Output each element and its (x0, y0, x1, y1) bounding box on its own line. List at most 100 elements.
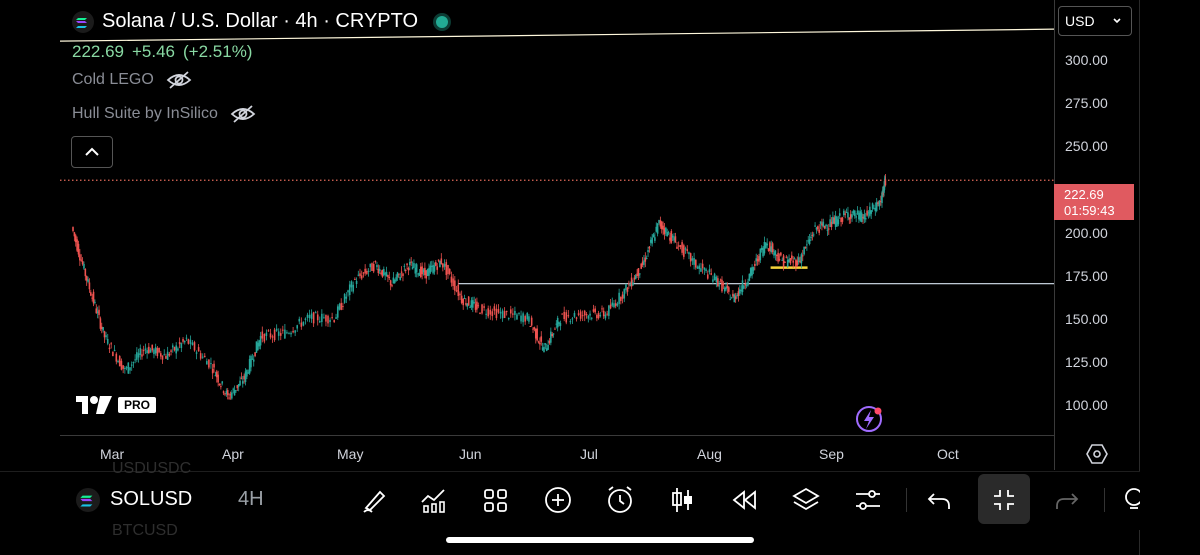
exit-fullscreen-icon[interactable] (988, 484, 1020, 516)
candle-body (873, 208, 875, 210)
eye-off-icon[interactable] (230, 104, 256, 124)
settings-sliders-icon[interactable] (852, 484, 884, 516)
candle-body (554, 328, 556, 330)
candle-body (149, 349, 152, 353)
candle-body (251, 358, 254, 360)
candle-body (436, 266, 438, 270)
horizontal-line[interactable] (60, 28, 1054, 42)
candle-body (710, 273, 713, 275)
candle-body (849, 214, 852, 219)
candlestick-icon[interactable] (666, 484, 698, 516)
candle-body (384, 273, 386, 275)
candle-body (719, 279, 722, 281)
candle-body (312, 312, 315, 324)
candle-body (841, 217, 844, 222)
candle-body (259, 335, 262, 346)
home-indicator (446, 537, 754, 543)
candle-body (858, 213, 860, 220)
candle-body (689, 253, 692, 262)
candle-body (541, 347, 544, 350)
candle-body (419, 266, 422, 278)
candle-body (277, 331, 280, 336)
candle-body (791, 255, 793, 259)
candle-body (563, 311, 565, 320)
candle-body (814, 225, 816, 227)
candle-body (792, 260, 794, 263)
price-tick: 175.00 (1065, 268, 1108, 284)
lightbulb-icon[interactable] (1118, 484, 1140, 516)
candle-body (755, 258, 758, 262)
candle-body (146, 350, 148, 354)
indicators-icon[interactable] (418, 484, 450, 516)
redo-icon[interactable] (1050, 484, 1082, 516)
candle-body (467, 296, 470, 306)
candle-body (732, 293, 734, 297)
candle-body (421, 266, 423, 275)
chart-settings-icon[interactable] (1086, 443, 1108, 465)
solana-logo-icon (72, 10, 94, 33)
undo-icon[interactable] (924, 484, 956, 516)
candle-body (218, 383, 221, 385)
candle-body (331, 317, 333, 319)
candle-body (406, 263, 408, 266)
indicator-cold-lego[interactable]: Cold LEGO (72, 70, 192, 90)
candle-body (817, 226, 819, 230)
candle-body (789, 258, 792, 264)
candle-body (170, 350, 172, 352)
eye-off-icon[interactable] (166, 70, 192, 90)
candle-body (665, 227, 667, 233)
time-axis[interactable]: Mar Apr May Jun Jul Aug Sep Oct (60, 435, 1054, 472)
symbol-selector[interactable]: SOLUSD (110, 488, 193, 510)
candle-body (371, 263, 373, 271)
candle-body (700, 268, 702, 272)
candle-body (308, 314, 311, 319)
candle-body (660, 221, 663, 230)
candle-body (606, 313, 608, 315)
candle-body (321, 313, 323, 323)
candle-body (641, 261, 644, 266)
interval-selector[interactable]: 4H (238, 488, 264, 510)
candle-body (688, 252, 690, 255)
quote-line: 222.69 +5.46 (+2.51%) (72, 42, 260, 62)
candle-body (425, 270, 428, 279)
symbol-legend[interactable]: Solana / U.S. Dollar · 4h · CRYPTO (72, 10, 449, 33)
candle-body (629, 283, 632, 287)
candle-body (343, 294, 346, 303)
replay-rewind-icon[interactable] (728, 484, 760, 516)
candle-body (298, 318, 301, 322)
candle-body (148, 346, 150, 354)
candle-body (534, 328, 537, 339)
price-scale[interactable]: 300.00 275.00 250.00 200.00 175.00 150.0… (1054, 0, 1141, 470)
candle-body (385, 271, 388, 277)
alarm-clock-icon[interactable] (604, 484, 636, 516)
layers-icon[interactable] (790, 484, 822, 516)
candle-body (325, 315, 327, 322)
candle-body (540, 336, 543, 342)
candle-body (99, 318, 102, 329)
candle-body (393, 280, 396, 284)
candle-body (275, 328, 278, 331)
indicator-hull-suite[interactable]: Hull Suite by InSilico (72, 104, 256, 124)
price-chart[interactable] (60, 0, 1054, 435)
candle-body (648, 246, 651, 249)
candle-body (659, 220, 662, 227)
candle-body (822, 221, 825, 227)
candle-body (838, 213, 841, 216)
candle-body (647, 250, 649, 253)
layout-grid-icon[interactable] (480, 484, 512, 516)
sparkle-assistant-icon[interactable] (852, 404, 886, 434)
candle-body (764, 242, 767, 248)
candle-body (643, 260, 645, 265)
candle-body (191, 342, 194, 346)
add-plus-icon[interactable] (542, 484, 574, 516)
candle-body (708, 269, 711, 273)
collapse-legend-button[interactable] (71, 136, 113, 168)
candle-body (722, 283, 725, 286)
candle-body (771, 243, 774, 252)
candle-body (115, 353, 118, 362)
currency-selector[interactable]: USD (1058, 6, 1132, 36)
candle-body (569, 321, 572, 323)
drawing-tools-icon[interactable] (358, 484, 390, 516)
candle-body (770, 246, 773, 253)
candle-body (335, 317, 337, 319)
